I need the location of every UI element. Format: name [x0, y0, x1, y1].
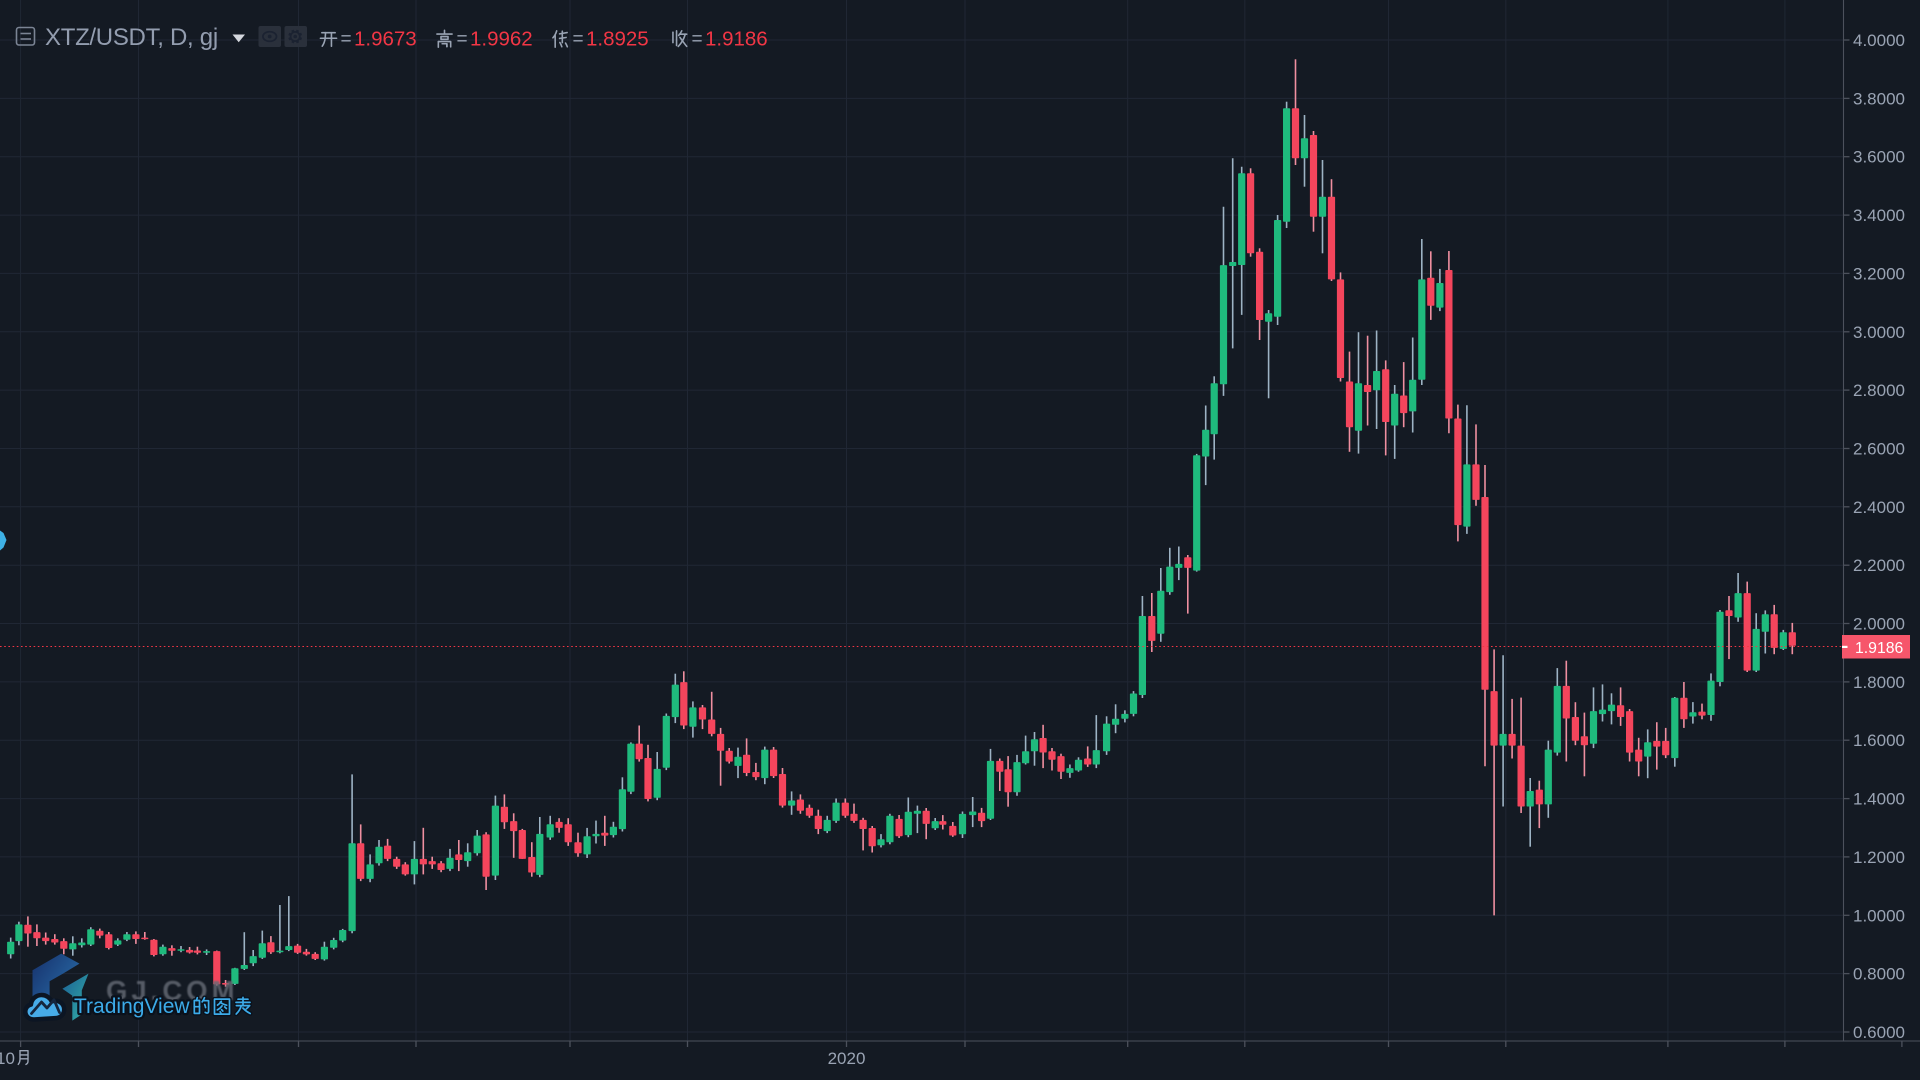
svg-text:1.0000: 1.0000	[1853, 906, 1905, 925]
svg-text:1.9186: 1.9186	[705, 28, 768, 51]
svg-text:1.9962: 1.9962	[470, 28, 533, 51]
svg-text:10: 10	[0, 1049, 15, 1068]
svg-text:1.8000: 1.8000	[1853, 673, 1905, 692]
svg-text:1.9673: 1.9673	[354, 28, 417, 51]
svg-text:2.2000: 2.2000	[1853, 556, 1905, 575]
svg-text:1.4000: 1.4000	[1853, 790, 1905, 809]
svg-text:=: =	[457, 29, 468, 50]
svg-text:1.2000: 1.2000	[1853, 848, 1905, 867]
svg-text:1.8925: 1.8925	[586, 28, 649, 51]
svg-text:4.0000: 4.0000	[1853, 31, 1905, 50]
svg-text:1.9186: 1.9186	[1855, 640, 1904, 657]
svg-text:1.6000: 1.6000	[1853, 731, 1905, 750]
svg-text:0.8000: 0.8000	[1853, 965, 1905, 984]
svg-text:2.4000: 2.4000	[1853, 498, 1905, 517]
svg-text:=: =	[573, 29, 584, 50]
svg-text:3.2000: 3.2000	[1853, 264, 1905, 283]
svg-text:=: =	[341, 29, 352, 50]
svg-text:TradingView: TradingView	[74, 995, 190, 1018]
svg-text:=: =	[692, 29, 703, 50]
svg-text:3.6000: 3.6000	[1853, 148, 1905, 167]
svg-text:2.6000: 2.6000	[1853, 440, 1905, 459]
svg-text:3.4000: 3.4000	[1853, 206, 1905, 225]
svg-text:XTZ/USDT, D, gj: XTZ/USDT, D, gj	[45, 24, 218, 51]
svg-text:2020: 2020	[828, 1049, 866, 1068]
svg-text:0.6000: 0.6000	[1853, 1023, 1905, 1042]
svg-text:3.8000: 3.8000	[1853, 89, 1905, 108]
svg-text:2.0000: 2.0000	[1853, 615, 1905, 634]
svg-text:2.8000: 2.8000	[1853, 381, 1905, 400]
svg-text:3.0000: 3.0000	[1853, 323, 1905, 342]
